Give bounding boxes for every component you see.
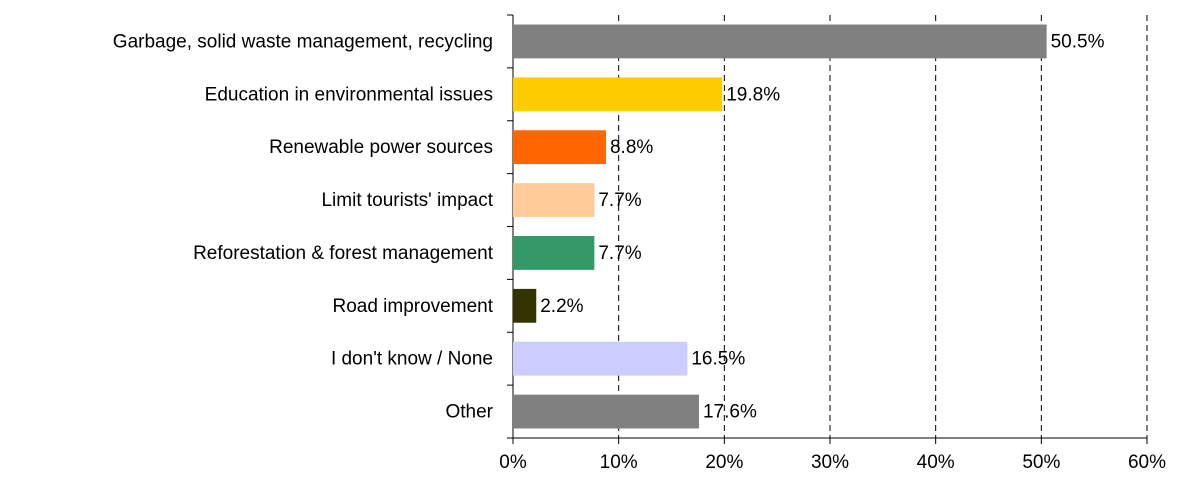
- y-tick-label: Road improvement: [332, 296, 493, 317]
- value-label: 16.5%: [691, 349, 745, 370]
- bar: [513, 288, 537, 323]
- x-tick-label: 20%: [705, 452, 743, 473]
- y-tick-label: Limit tourists' impact: [321, 190, 493, 211]
- y-tick-label: Other: [445, 402, 493, 423]
- y-tick-label: Garbage, solid waste management, recycli…: [113, 31, 493, 52]
- x-tick-label: 10%: [600, 452, 638, 473]
- bar: [513, 341, 688, 376]
- value-label: 50.5%: [1051, 31, 1105, 52]
- y-tick-label: Renewable power sources: [269, 137, 493, 158]
- value-label: 8.8%: [610, 137, 653, 158]
- y-tick-label: Education in environmental issues: [205, 84, 493, 105]
- bar: [513, 183, 595, 217]
- x-tick-label: 50%: [1022, 452, 1060, 473]
- bar: [513, 77, 723, 112]
- bar: [513, 24, 1047, 59]
- value-label: 7.7%: [598, 190, 641, 211]
- x-tick-label: 30%: [811, 452, 849, 473]
- value-label: 17.6%: [703, 402, 757, 423]
- x-tick-label: 60%: [1128, 452, 1166, 473]
- y-tick-label: I don't know / None: [331, 349, 493, 370]
- value-label: 2.2%: [540, 296, 583, 317]
- value-label: 7.7%: [598, 243, 641, 264]
- x-tick-label: 40%: [917, 452, 955, 473]
- x-tick-label: 0%: [499, 452, 527, 473]
- y-tick-label: Reforestation & forest management: [193, 243, 494, 264]
- bar: [513, 394, 699, 429]
- bar: [513, 130, 606, 165]
- bar: [513, 236, 595, 270]
- value-label: 19.8%: [726, 84, 780, 105]
